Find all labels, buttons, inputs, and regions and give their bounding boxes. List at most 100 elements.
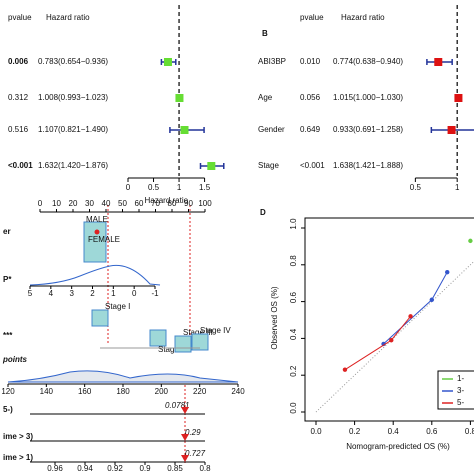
x-tick-label: 0.4 [388,427,400,436]
nomogram-tick-label: 3 [69,289,74,298]
series-point [389,338,394,343]
nomogram-tick-label: 0.9 [139,464,151,473]
series-point [408,314,413,319]
nomogram-tick-label: 4 [49,289,54,298]
hr-point [180,126,189,134]
row-label: Age [258,93,273,102]
x-tick-label: 1 [455,183,460,192]
hr-point [434,58,443,66]
nomogram-tick-label: 160 [78,387,92,396]
column-header: Hazard ratio [46,13,90,22]
nomogram-tick-label: 220 [193,387,207,396]
stage-label: Stage III [183,328,213,337]
row-label: ime > 1) [3,453,33,462]
panel-label: D [260,208,266,217]
gender-label: FEMALE [88,235,120,244]
hr-point [175,94,184,102]
nomogram-panel: 0 10 20 30 40 50 60 70 80 90 100erP****points5-)im… [1,199,245,473]
hr-point [454,94,463,102]
nomogram-tick-label: 80 [168,199,177,208]
series-point [468,238,473,244]
nomogram-tick-label: 100 [198,199,212,208]
y-tick-label: 0.6 [289,291,298,303]
hr-point [207,162,216,170]
y-tick-label: 0.4 [289,328,298,340]
p-value: 0.312 [8,93,29,102]
x-tick-label: 1 [177,183,182,192]
nomogram-tick-label: 10 [52,199,61,208]
stage-label: Stage I [105,302,130,311]
density-curve [7,370,239,383]
x-tick-label: 0.2 [349,427,361,436]
hr-label: 0.774(0.638−0.940) [333,57,403,66]
x-tick-label: 0 [126,183,131,192]
row-label: 5-) [3,405,13,414]
legend-label: 5- [457,398,464,407]
hr-point [447,126,456,134]
nomogram-tick-label: 70 [151,199,160,208]
nomogram-tick-label: 0 [132,289,137,298]
nomogram-tick-label: 1 [111,289,116,298]
nomogram-tick-label: 180 [116,387,130,396]
hr-point [163,58,172,66]
hr-label: 1.008(0.993−1.023) [38,93,108,102]
row-label: Stage [258,161,279,170]
nomogram-tick-label: 5 [28,289,33,298]
panel-label: B [262,29,268,38]
calibration-panel: D 0.0 0.2 0.4 0.6 0.8 1.0 0.0 0.2 0.4 0.6 0.8 Nomogr… [260,208,474,451]
nomogram-tick-label: 20 [69,199,78,208]
y-axis-label: Observed OS (%) [270,286,279,349]
x-tick-label: 0.8 [465,427,474,436]
nomogram-tick-label: -1 [151,289,159,298]
nomogram-tick-label: 0.85 [167,464,183,473]
x-tick-label: 0.6 [426,427,438,436]
column-header: pvalue [300,13,324,22]
hr-label: 0.783(0.654−0.936) [38,57,108,66]
y-tick-label: 0.0 [289,402,298,414]
nomogram-tick-label: 0.92 [107,464,123,473]
nomogram-tick-label: 0.96 [47,464,63,473]
x-tick-label: 0.5 [410,183,422,192]
pointer [181,434,189,441]
pointer [181,455,189,462]
column-header: pvalue [8,13,32,22]
p-value: 0.010 [300,57,321,66]
p-value: <0.001 [8,161,33,170]
stage-label: Stage II [158,345,186,354]
row-label: Gender [258,125,285,134]
column-header: Hazard ratio [341,13,385,22]
marker [94,229,100,235]
row-label: ime > 3) [3,432,33,441]
nomogram-tick-label: 50 [118,199,127,208]
nomogram-tick-label: 240 [231,387,245,396]
row-label: er [3,227,11,236]
plot-frame [304,217,474,422]
hr-label: 1.015(1.000−1.030) [333,93,403,102]
nomogram-tick-label: 40 [102,199,111,208]
x-axis-label: Hazard ratio [145,196,189,205]
p-value: 0.649 [300,125,321,134]
nomogram-tick-label: 0.8 [199,464,211,473]
series-point [429,297,434,302]
y-tick-label: 1.0 [289,218,298,230]
x-tick-label: 1.5 [199,183,211,192]
x-axis-label: Nomogram-predicted OS (%) [346,442,450,451]
nomogram-tick-label: 30 [85,199,94,208]
pointer [181,407,189,414]
nomogram-tick-label: 200 [155,387,169,396]
predicted-value: 0.29 [185,428,201,437]
hr-label: 1.638(1.421−1.888) [333,161,403,170]
stage-box [91,309,109,327]
p-value: 0.006 [8,57,29,66]
y-tick-label: 0.2 [289,365,298,377]
nomogram-tick-label: 60 [135,199,144,208]
hr-label: 0.933(0.691−1.258) [333,125,403,134]
series-point [445,269,450,275]
nomogram-tick-label: 90 [184,199,193,208]
row-label: ABI3BP [258,57,286,66]
legend-label: 1- [457,374,464,383]
stage-box [191,333,209,351]
predicted-value: 0.0781 [165,401,189,410]
